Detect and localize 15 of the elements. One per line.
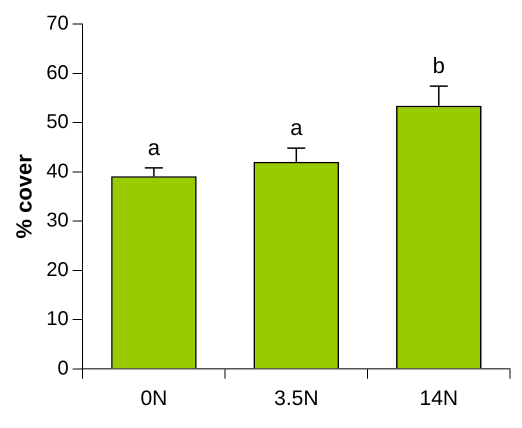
annotation: a [148, 134, 161, 160]
y-tick-label: 40 [46, 160, 69, 182]
y-tick-label: 70 [46, 12, 69, 35]
annotation: b [432, 53, 445, 78]
y-tick-label: 60 [46, 62, 69, 84]
y-tick-label: 0 [58, 357, 69, 380]
x-tick-label: 0N [140, 387, 168, 410]
y-axis-title: % cover [11, 154, 36, 239]
x-tick-label: 3.5N [274, 387, 319, 410]
y-tick-label: 30 [46, 210, 69, 232]
y-tick-label: 20 [46, 258, 69, 281]
y-tick-label: 50 [46, 111, 69, 134]
x-tick-label: 14N [420, 387, 458, 410]
annotation: a [290, 115, 304, 140]
y-tick-label: 10 [46, 308, 69, 330]
